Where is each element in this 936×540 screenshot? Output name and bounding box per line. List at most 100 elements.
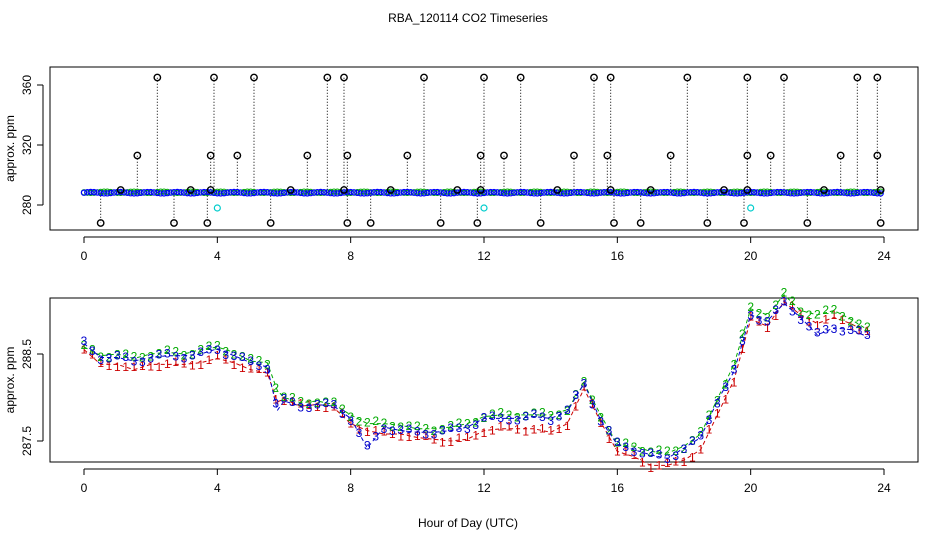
baseline-point-blue xyxy=(527,189,534,197)
spike-point xyxy=(420,73,428,82)
series-2-point: 2 xyxy=(306,397,313,411)
baseline-point-blue xyxy=(637,189,644,196)
series-2-point: 2 xyxy=(214,339,221,353)
baseline-point-blue xyxy=(250,189,258,197)
series-2-point: 2 xyxy=(581,374,588,388)
baseline-point-blue xyxy=(684,189,691,196)
spike-point xyxy=(743,186,752,194)
baseline-point-blue xyxy=(174,188,181,196)
series-2-point: 2 xyxy=(606,424,613,438)
series-3-point: 3 xyxy=(306,401,313,415)
series-3-point: 3 xyxy=(597,415,604,429)
series-2-point: 2 xyxy=(439,423,446,437)
series-2-point: 2 xyxy=(664,444,671,458)
baseline-point-blue xyxy=(167,189,174,196)
series-3-point: 3 xyxy=(497,411,504,425)
baseline-point-blue xyxy=(537,189,544,197)
series-2-line xyxy=(83,294,868,454)
baseline-point-blue xyxy=(814,189,821,197)
baseline-point-blue xyxy=(664,188,671,196)
baseline-point-blue xyxy=(417,190,424,197)
baseline-point-blue xyxy=(660,188,668,196)
series-3-point: 3 xyxy=(864,328,871,342)
baseline-point-blue xyxy=(264,189,271,196)
series-2-point: 2 xyxy=(389,420,396,434)
series-3-point: 3 xyxy=(722,380,729,394)
baseline-point-blue xyxy=(147,188,154,196)
baseline-point-blue xyxy=(564,190,571,197)
baseline-point-blue xyxy=(127,189,134,197)
series-1-point: 1 xyxy=(814,319,821,333)
series-3-point: 3 xyxy=(856,324,863,338)
series-1-point: 1 xyxy=(406,430,413,444)
baseline-point-blue xyxy=(714,189,721,196)
series-2-point: 2 xyxy=(364,416,371,430)
series-3-point: 3 xyxy=(406,422,413,436)
top-x-tick-label: 8 xyxy=(347,249,354,263)
series-2-point: 2 xyxy=(356,414,363,428)
series-1-point: 1 xyxy=(139,359,146,373)
series-3-point: 3 xyxy=(122,350,129,364)
baseline-point-blue xyxy=(97,189,104,197)
series-1-point: 1 xyxy=(706,423,713,437)
spike-point xyxy=(666,151,675,160)
baseline-point-blue xyxy=(400,188,408,196)
spike-point xyxy=(516,73,525,82)
series-2-point: 2 xyxy=(639,444,646,458)
series-2-point: 2 xyxy=(222,344,229,358)
baseline-point-blue xyxy=(170,188,178,196)
series-2-point: 2 xyxy=(114,347,121,361)
series-1-point: 1 xyxy=(297,397,304,411)
baseline-point-blue xyxy=(577,188,584,196)
series-3-point: 3 xyxy=(839,324,846,338)
bottom-y-axis: 287.5 288.5 xyxy=(20,339,44,456)
baseline-point-blue xyxy=(377,188,384,196)
baseline-point-blue xyxy=(837,189,844,196)
baseline-point-blue xyxy=(657,189,664,196)
series-1-point: 1 xyxy=(797,307,804,321)
series-1-point: 1 xyxy=(447,435,454,449)
baseline-point-blue xyxy=(464,188,471,196)
baseline-point-blue xyxy=(110,189,118,196)
baseline-point-blue xyxy=(267,189,274,196)
series-2-point: 2 xyxy=(839,310,846,324)
series-2-point: 2 xyxy=(772,298,779,312)
series-2-point: 2 xyxy=(706,408,713,422)
baseline-point-blue xyxy=(217,190,224,197)
series-1-point: 1 xyxy=(597,416,604,430)
baseline-point-blue xyxy=(154,189,161,197)
series-1-point: 1 xyxy=(697,442,704,456)
spike-point xyxy=(836,151,845,160)
baseline-point-blue xyxy=(777,188,784,196)
baseline-point-blue xyxy=(560,190,568,197)
series-3-point: 3 xyxy=(481,410,488,424)
series-3-point: 3 xyxy=(114,349,121,363)
series-2-point: 2 xyxy=(747,300,754,314)
series-2-point: 2 xyxy=(656,443,663,457)
series-3-point: 3 xyxy=(731,362,738,376)
baseline-point-blue xyxy=(214,190,221,197)
series-3-point: 3 xyxy=(131,355,138,369)
series-3-point: 3 xyxy=(206,342,213,356)
series-3-point: 3 xyxy=(339,407,346,421)
series-1-point: 1 xyxy=(614,445,621,459)
baseline-point-blue xyxy=(424,189,431,197)
series-2-point: 2 xyxy=(464,416,471,430)
series-3-point: 3 xyxy=(172,350,179,364)
baseline-point-blue xyxy=(834,188,841,196)
spike-point xyxy=(740,219,748,227)
series-3-point: 3 xyxy=(531,407,538,421)
series-3-point: 3 xyxy=(431,427,438,441)
baseline-point-blue xyxy=(100,190,108,197)
series-1-point: 1 xyxy=(672,454,679,468)
baseline-point-blue xyxy=(787,190,794,197)
baseline-point-blue xyxy=(840,189,848,196)
spike-point xyxy=(206,151,215,160)
baseline-point-blue xyxy=(350,189,358,196)
baseline-point-blue xyxy=(600,189,608,196)
baseline-point-blue xyxy=(690,188,698,196)
spike-point xyxy=(366,219,375,227)
series-2-point: 2 xyxy=(314,396,321,410)
series-3-point: 3 xyxy=(331,398,338,412)
